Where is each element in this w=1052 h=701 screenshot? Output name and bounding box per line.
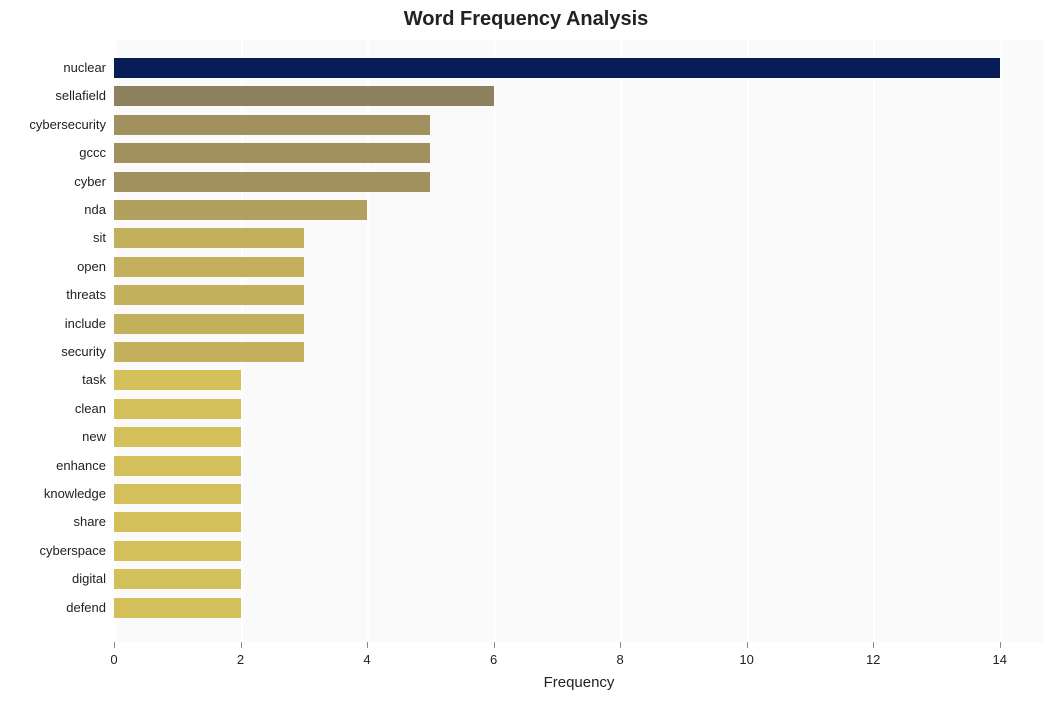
bar xyxy=(114,200,367,220)
x-tick-label: 6 xyxy=(490,652,497,667)
y-tick-label: digital xyxy=(0,569,106,589)
bar xyxy=(114,115,430,135)
x-tick-label: 8 xyxy=(616,652,623,667)
y-tick-label: share xyxy=(0,512,106,532)
y-tick-label: cyber xyxy=(0,172,106,192)
y-tick-label: nuclear xyxy=(0,58,106,78)
gridline xyxy=(1000,40,1002,642)
bar xyxy=(114,427,241,447)
bar xyxy=(114,598,241,618)
y-tick-label: open xyxy=(0,257,106,277)
x-tick-mark xyxy=(1000,642,1001,648)
x-tick-mark xyxy=(620,642,621,648)
y-tick-label: cyberspace xyxy=(0,541,106,561)
bar xyxy=(114,342,304,362)
bar xyxy=(114,86,494,106)
bar xyxy=(114,541,241,561)
y-tick-label: cybersecurity xyxy=(0,115,106,135)
y-tick-label: clean xyxy=(0,399,106,419)
bar xyxy=(114,370,241,390)
bar xyxy=(114,569,241,589)
bar xyxy=(114,285,304,305)
x-tick-mark xyxy=(747,642,748,648)
y-tick-label: enhance xyxy=(0,456,106,476)
y-tick-label: knowledge xyxy=(0,484,106,504)
y-tick-label: sellafield xyxy=(0,86,106,106)
y-tick-label: nda xyxy=(0,200,106,220)
gridline xyxy=(747,40,749,642)
x-tick-label: 12 xyxy=(866,652,880,667)
x-axis-title: Frequency xyxy=(544,674,615,691)
y-tick-label: gccc xyxy=(0,143,106,163)
x-tick-mark xyxy=(367,642,368,648)
x-tick-label: 14 xyxy=(992,652,1006,667)
x-tick-label: 10 xyxy=(739,652,753,667)
gridline xyxy=(494,40,496,642)
x-tick-label: 2 xyxy=(237,652,244,667)
bar xyxy=(114,257,304,277)
y-tick-label: new xyxy=(0,427,106,447)
y-tick-label: security xyxy=(0,342,106,362)
y-tick-label: include xyxy=(0,314,106,334)
bar xyxy=(114,512,241,532)
bar xyxy=(114,314,304,334)
bar xyxy=(114,228,304,248)
x-tick-mark xyxy=(494,642,495,648)
x-tick-mark xyxy=(873,642,874,648)
x-tick-mark xyxy=(114,642,115,648)
bar xyxy=(114,484,241,504)
bar xyxy=(114,456,241,476)
y-tick-label: defend xyxy=(0,598,106,618)
x-tick-label: 4 xyxy=(363,652,370,667)
bar xyxy=(114,172,430,192)
x-tick-mark xyxy=(241,642,242,648)
chart-container: Word Frequency Analysis nuclear sellafiel… xyxy=(0,0,1052,701)
bar xyxy=(114,399,241,419)
chart-title: Word Frequency Analysis xyxy=(0,8,1052,31)
bar xyxy=(114,58,1000,78)
y-tick-label: threats xyxy=(0,285,106,305)
y-tick-label: sit xyxy=(0,228,106,248)
y-tick-label: task xyxy=(0,370,106,390)
x-tick-label: 0 xyxy=(110,652,117,667)
bar xyxy=(114,143,430,163)
gridline xyxy=(620,40,622,642)
gridline xyxy=(873,40,875,642)
plot-area xyxy=(114,40,1044,642)
